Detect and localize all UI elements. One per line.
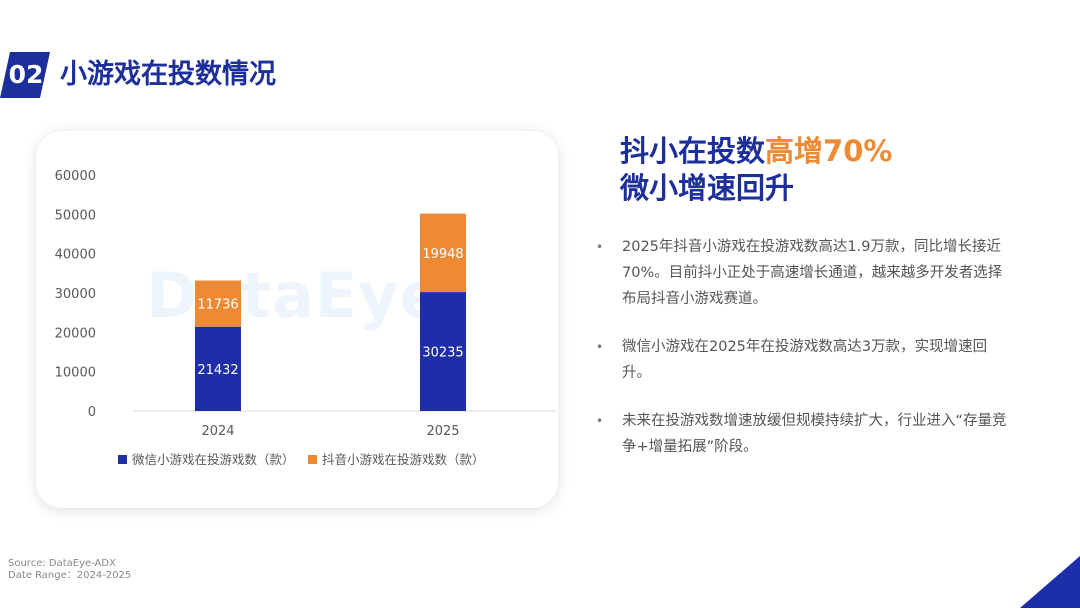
section-number: 02 [8,60,44,89]
y-tick-label: 0 [88,405,96,420]
bullet-text: 微信小游戏在2025年在投游戏数高达3万款，实现增速回升。 [622,339,988,381]
legend-swatch [308,455,317,464]
bullet-item: • 微信小游戏在2025年在投游戏数高达3万款，实现增速回升。 [596,334,1016,386]
stacked-bar-chart: 0 10000 20000 30000 40000 50000 60000 21432 1173… [55,169,556,467]
bullet-text: 2025年抖音小游戏在投游戏数高达1.9万款，同比增长接近70%。目前抖小正处于… [622,239,1003,307]
legend-label: 微信小游戏在投游戏数（款） [132,452,295,467]
bullet-dot-icon: • [596,240,604,254]
x-tick-label: 2024 [201,424,234,439]
bullet-dot-icon: • [596,414,604,428]
headline-prefix: 抖小在投数 [620,134,766,168]
source-note: Source: DataEye-ADX Date Range：2024-2025 [8,558,131,582]
y-tick-label: 60000 [55,169,96,184]
y-tick-label: 30000 [55,287,96,302]
y-tick-label: 50000 [55,208,96,223]
section-title: 小游戏在投数情况 [60,59,276,90]
bullet-item: • 2025年抖音小游戏在投游戏数高达1.9万款，同比增长接近70%。目前抖小正… [596,234,1016,312]
corner-decoration [1020,556,1080,608]
bullet-text: 未来在投游戏数增速放缓但规模持续扩大，行业进入“存量竞争+增量拓展”阶段。 [622,413,1007,455]
y-tick-label: 40000 [55,248,96,263]
source-line: Source: DataEye-ADX [8,558,116,569]
data-label: 11736 [197,298,238,313]
bullet-dot-icon: • [596,340,604,354]
bar-segment [420,292,466,411]
section-number-badge [0,52,50,98]
x-tick-label: 2025 [426,424,459,439]
headline-line1: 抖小在投数高增70% [620,133,892,170]
legend-label: 抖音小游戏在投游戏数（款） [322,452,485,467]
bullet-item: • 未来在投游戏数增速放缓但规模持续扩大，行业进入“存量竞争+增量拓展”阶段。 [596,408,1016,460]
chart-card: DataEye 0 10000 20000 30000 40000 50000 60000 2… [36,131,558,508]
data-label: 30235 [422,346,463,361]
data-label: 21432 [197,363,238,378]
headline-line2: 微小增速回升 [620,171,795,205]
legend-swatch [118,455,127,464]
y-tick-label: 20000 [55,326,96,341]
headline-accent: 高增70% [765,134,893,168]
bar-segment [420,213,466,293]
bar-segment [195,326,241,411]
bullet-list: • 2025年抖音小游戏在投游戏数高达1.9万款，同比增长接近70%。目前抖小正… [596,234,1016,482]
date-range-line: Date Range：2024-2025 [8,570,132,581]
data-label: 19948 [422,247,463,262]
y-tick-label: 10000 [55,366,96,381]
bar-segment [195,280,241,327]
headline: 抖小在投数高增70% 微小增速回升 [620,133,892,207]
